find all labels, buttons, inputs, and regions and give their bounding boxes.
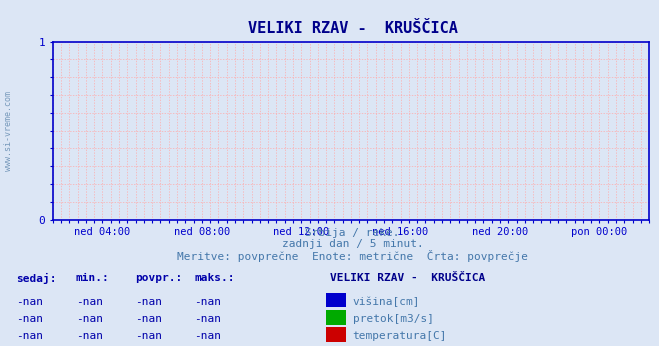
Text: -nan: -nan [135, 297, 162, 307]
Text: sedaj:: sedaj: [16, 273, 57, 284]
Text: -nan: -nan [76, 314, 103, 324]
Text: -nan: -nan [194, 331, 221, 342]
Text: -nan: -nan [16, 314, 43, 324]
Text: -nan: -nan [194, 297, 221, 307]
Text: -nan: -nan [135, 331, 162, 342]
Text: zadnji dan / 5 minut.: zadnji dan / 5 minut. [281, 239, 424, 249]
Text: min.:: min.: [76, 273, 109, 283]
Text: -nan: -nan [76, 331, 103, 342]
Text: pretok[m3/s]: pretok[m3/s] [353, 314, 434, 324]
Text: -nan: -nan [76, 297, 103, 307]
Text: VELIKI RZAV -  KRUŠČICA: VELIKI RZAV - KRUŠČICA [330, 273, 485, 283]
Text: povpr.:: povpr.: [135, 273, 183, 283]
Text: -nan: -nan [16, 297, 43, 307]
Text: maks.:: maks.: [194, 273, 235, 283]
Text: temperatura[C]: temperatura[C] [353, 331, 447, 342]
Text: Srbija / reke.: Srbija / reke. [305, 228, 400, 238]
Text: -nan: -nan [16, 331, 43, 342]
Text: -nan: -nan [135, 314, 162, 324]
Text: www.si-vreme.com: www.si-vreme.com [4, 91, 13, 172]
Text: VELIKI RZAV -  KRUŠČICA: VELIKI RZAV - KRUŠČICA [248, 21, 457, 36]
Text: Meritve: povprečne  Enote: metrične  Črta: povprečje: Meritve: povprečne Enote: metrične Črta:… [177, 250, 528, 262]
Text: -nan: -nan [194, 314, 221, 324]
Text: višina[cm]: višina[cm] [353, 297, 420, 307]
